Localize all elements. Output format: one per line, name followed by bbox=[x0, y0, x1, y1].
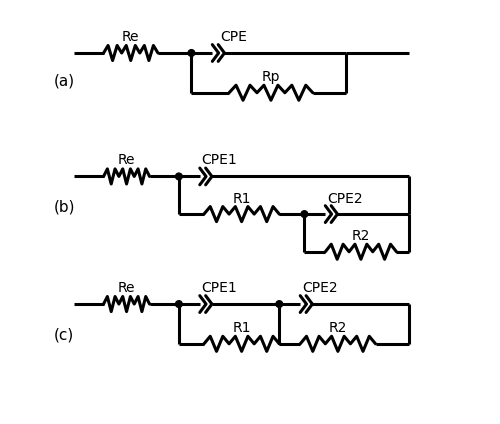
Text: Re: Re bbox=[122, 30, 140, 44]
Text: Re: Re bbox=[118, 153, 136, 167]
Text: CPE1: CPE1 bbox=[202, 153, 237, 167]
Circle shape bbox=[301, 211, 308, 218]
Text: (c): (c) bbox=[54, 327, 74, 342]
Text: Re: Re bbox=[118, 281, 136, 295]
Text: R1: R1 bbox=[232, 192, 251, 206]
Text: (b): (b) bbox=[54, 199, 75, 215]
Text: CPE1: CPE1 bbox=[202, 281, 237, 295]
Text: R2: R2 bbox=[328, 321, 347, 335]
Text: CPE2: CPE2 bbox=[302, 281, 338, 295]
Text: R2: R2 bbox=[352, 229, 370, 243]
Circle shape bbox=[276, 301, 282, 307]
Text: CPE: CPE bbox=[220, 30, 248, 44]
Circle shape bbox=[176, 173, 182, 180]
Circle shape bbox=[176, 301, 182, 307]
Text: Rp: Rp bbox=[262, 70, 280, 84]
Circle shape bbox=[188, 50, 195, 56]
Text: (a): (a) bbox=[54, 74, 74, 89]
Text: R1: R1 bbox=[232, 321, 251, 335]
Text: CPE2: CPE2 bbox=[327, 192, 363, 206]
